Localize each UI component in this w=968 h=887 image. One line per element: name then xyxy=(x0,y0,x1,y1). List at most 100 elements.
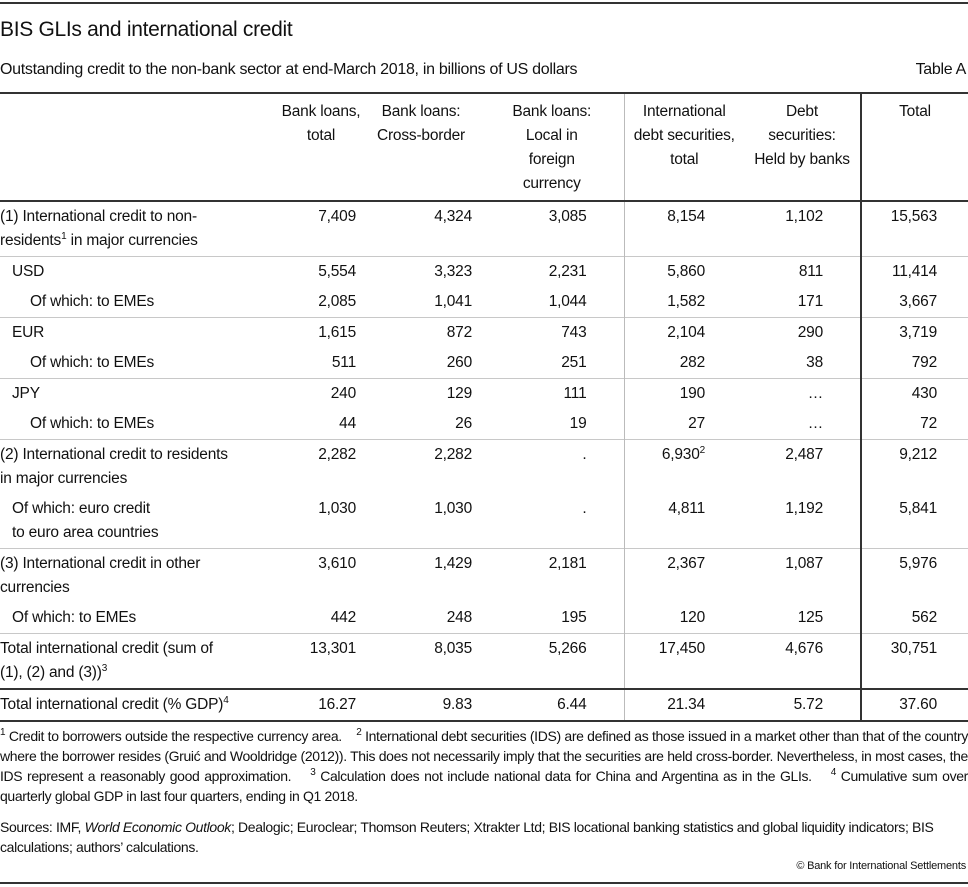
value-cell: 37.60 xyxy=(861,688,968,722)
bottom-rule xyxy=(0,882,968,884)
value-cell: 5,976 xyxy=(861,548,968,603)
value: 1,429 xyxy=(434,555,472,572)
value: 1,087 xyxy=(785,555,823,572)
value-cell: 1,030 xyxy=(362,494,480,549)
table-row: Of which: to EMEs 511 260 251 282 38 792 xyxy=(0,348,968,379)
value-cell: 125 xyxy=(744,603,862,634)
column-header-line: Held by banks xyxy=(754,151,850,168)
row-label-text: (3) International credit in other xyxy=(0,555,201,572)
value: 17,450 xyxy=(658,640,705,657)
value-cell: 260 xyxy=(362,348,480,379)
table-row: (2) International credit to residents in … xyxy=(0,439,968,494)
value: 171 xyxy=(797,293,823,310)
value: 19 xyxy=(569,415,587,432)
footnote-ref: 3 xyxy=(101,663,108,674)
value: 26 xyxy=(455,415,472,432)
value-cell: 129 xyxy=(362,378,480,409)
copyright: © Bank for International Settlements xyxy=(796,860,966,872)
footnote-text: Credit to borrowers outside the respecti… xyxy=(5,728,342,744)
row-label-text: Of which: to EMEs xyxy=(12,609,137,626)
row-label: JPY xyxy=(0,378,280,409)
value: 872 xyxy=(446,324,472,341)
value: 7,409 xyxy=(318,208,356,225)
value: 37.60 xyxy=(899,696,937,713)
value: . xyxy=(582,500,587,517)
value-cell: 3,085 xyxy=(480,201,625,257)
footnote-ref: 4 xyxy=(223,695,229,706)
value-cell: . xyxy=(480,494,625,549)
value-cell: 2,282 xyxy=(280,439,362,494)
value: 5,554 xyxy=(318,263,356,280)
value-cell: 743 xyxy=(480,317,625,348)
value: 2,282 xyxy=(434,446,472,463)
footnote-number: 2 xyxy=(356,727,362,738)
value: 260 xyxy=(446,354,472,371)
value: 562 xyxy=(911,609,937,626)
row-label: Of which: to EMEs xyxy=(0,287,280,318)
value: 27 xyxy=(688,415,705,432)
footnote-text: Calculation does not include national da… xyxy=(315,768,812,784)
column-header-line: Total xyxy=(899,103,931,120)
value: 811 xyxy=(798,263,823,280)
column-header: Bank loans: Local in foreign currency xyxy=(480,94,625,202)
value-cell: 2,282 xyxy=(362,439,480,494)
value: 2,085 xyxy=(318,293,356,310)
value-cell: 5,266 xyxy=(480,633,625,689)
column-header-line: foreign xyxy=(528,151,575,168)
row-label: Total international credit (% GDP)4 xyxy=(0,688,280,722)
value: 120 xyxy=(679,609,705,626)
row-label: (3) International credit in other currenc… xyxy=(0,548,280,603)
row-label-text: Total international credit (sum of xyxy=(0,640,213,657)
value-cell: 1,429 xyxy=(362,548,480,603)
value-cell: 248 xyxy=(362,603,480,634)
value-cell: 3,667 xyxy=(861,287,968,318)
column-header-line: debt securities, xyxy=(633,127,735,144)
column-header-line: Debt xyxy=(786,103,818,120)
row-label: (1) International credit to non-resident… xyxy=(0,201,280,257)
value: 5.72 xyxy=(793,696,824,713)
value-cell: 2,231 xyxy=(480,256,625,287)
column-header-line: Bank loans, xyxy=(281,103,361,120)
value: 5,841 xyxy=(899,500,937,517)
row-label-text: Total international credit (% GDP) xyxy=(0,696,224,713)
row-label-text: residents xyxy=(0,232,62,249)
value-cell: 792 xyxy=(861,348,968,379)
value: 282 xyxy=(679,354,705,371)
value-cell: 562 xyxy=(861,603,968,634)
value-cell: 5,554 xyxy=(280,256,362,287)
value-cell: 1,192 xyxy=(744,494,862,549)
value: 3,323 xyxy=(434,263,472,280)
value-cell: 4,676 xyxy=(744,633,862,689)
row-label-text: Of which: to EMEs xyxy=(30,354,155,371)
value-cell: 11,414 xyxy=(861,256,968,287)
value-cell: 2,085 xyxy=(280,287,362,318)
value-cell: 13,301 xyxy=(280,633,362,689)
footnote-text: International debt securities (IDS) are … xyxy=(0,728,968,784)
value: 2,367 xyxy=(667,555,705,572)
column-header: International debt securities, total xyxy=(624,94,744,202)
value: . xyxy=(582,446,587,463)
column-header-line: securities: xyxy=(768,127,836,144)
value-cell: 811 xyxy=(744,256,862,287)
value: 2,487 xyxy=(785,446,823,463)
row-label: Total international credit (sum of (1), (… xyxy=(0,633,280,689)
value: 1,030 xyxy=(434,500,472,517)
value: 743 xyxy=(561,324,587,341)
row-label: EUR xyxy=(0,317,280,348)
value-cell: 2,181 xyxy=(480,548,625,603)
column-header-line: total xyxy=(306,127,336,144)
value-cell: 1,044 xyxy=(480,287,625,318)
value-cell: 9,212 xyxy=(861,439,968,494)
value: 1,041 xyxy=(434,293,472,310)
value: 195 xyxy=(561,609,587,626)
column-header-line: Local in xyxy=(525,127,578,144)
column-header: Bank loans: Cross-border xyxy=(362,94,480,202)
value-cell: 282 xyxy=(624,348,744,379)
row-label: (2) International credit to residents in … xyxy=(0,439,280,494)
value: 16.27 xyxy=(318,696,356,713)
value-cell: 290 xyxy=(744,317,862,348)
value: 4,324 xyxy=(434,208,472,225)
table-row: Total international credit (sum of (1), (… xyxy=(0,633,968,689)
credit-table: Bank loans, total Bank loans: Cross-border B… xyxy=(0,94,968,722)
table-row: USD 5,554 3,323 2,231 5,860 811 11,414 xyxy=(0,256,968,287)
